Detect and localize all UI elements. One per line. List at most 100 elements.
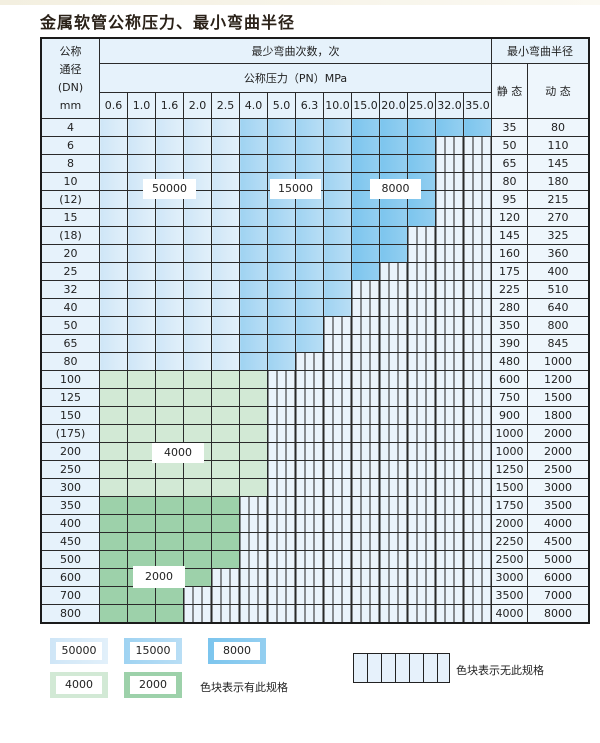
available-cell: [127, 388, 156, 407]
unavailable-cell: [379, 424, 408, 443]
unavailable-cell: [435, 460, 464, 479]
available-cell: [295, 208, 324, 227]
available-cell: [127, 208, 156, 227]
available-cell: [211, 298, 240, 317]
unavailable-cell: [351, 604, 380, 624]
page-title: 金属软管公称压力、最小弯曲半径: [40, 13, 296, 32]
available-cell: [155, 370, 184, 389]
unavailable-cell: [435, 352, 464, 371]
unavailable-cell: [407, 280, 436, 299]
available-cell: [127, 604, 156, 624]
available-cell: [211, 460, 240, 479]
available-cell: [211, 280, 240, 299]
unavailable-cell: [463, 208, 492, 227]
unavailable-cell: [267, 388, 296, 407]
available-cell: [99, 262, 128, 281]
dn-cell: 4: [40, 118, 100, 137]
available-cell: [239, 316, 268, 335]
static-radius-cell: 750: [491, 388, 528, 407]
available-cell: [127, 334, 156, 353]
unavailable-cell: [323, 406, 352, 425]
dn-cell: 300: [40, 478, 100, 497]
unavailable-cell: [435, 478, 464, 497]
available-cell: [211, 172, 240, 191]
unavailable-cell: [323, 424, 352, 443]
available-cell: [99, 280, 128, 299]
dynamic-radius-cell: 215: [527, 190, 590, 209]
unavailable-cell: [463, 190, 492, 209]
available-cell: [183, 316, 212, 335]
unavailable-cell: [435, 406, 464, 425]
pressure-col-header: 10.0: [323, 92, 352, 119]
dn-cell: 50: [40, 316, 100, 335]
available-cell: [155, 496, 184, 515]
available-cell: [211, 424, 240, 443]
table-row: 8 65 145: [40, 154, 590, 173]
unavailable-cell: [463, 262, 492, 281]
legend-exists-text: 色块表示有此规格: [200, 681, 288, 694]
unavailable-cell: [407, 388, 436, 407]
static-radius-cell: 175: [491, 262, 528, 281]
unavailable-cell: [379, 478, 408, 497]
available-cell: [239, 478, 268, 497]
unavailable-cell: [435, 226, 464, 245]
available-cell: [211, 496, 240, 515]
unavailable-cell: [379, 550, 408, 569]
static-radius-cell: 900: [491, 406, 528, 425]
unavailable-cell: [463, 514, 492, 533]
static-radius-cell: 3500: [491, 586, 528, 605]
available-cell: [99, 352, 128, 371]
unavailable-cell: [295, 514, 324, 533]
unavailable-cell: [351, 298, 380, 317]
unavailable-cell: [295, 586, 324, 605]
unavailable-cell: [435, 262, 464, 281]
unavailable-cell: [295, 424, 324, 443]
static-radius-cell: 160: [491, 244, 528, 263]
unavailable-cell: [295, 478, 324, 497]
unavailable-cell: [435, 280, 464, 299]
available-cell: [155, 532, 184, 551]
available-cell: [239, 118, 268, 137]
available-cell: [323, 208, 352, 227]
unavailable-cell: [351, 370, 380, 389]
available-cell: [211, 370, 240, 389]
available-cell: [99, 478, 128, 497]
unavailable-cell: [323, 460, 352, 479]
unavailable-cell: [267, 604, 296, 624]
table-row: 400 2000 4000: [40, 514, 590, 533]
available-cell: [99, 316, 128, 335]
static-radius-cell: 80: [491, 172, 528, 191]
available-cell: [155, 226, 184, 245]
available-cell: [99, 298, 128, 317]
available-cell: [155, 136, 184, 155]
unavailable-cell: [351, 406, 380, 425]
unavailable-cell: [351, 478, 380, 497]
unavailable-cell: [435, 496, 464, 515]
unavailable-cell: [295, 460, 324, 479]
available-cell: [267, 226, 296, 245]
available-cell: [127, 460, 156, 479]
available-cell: [183, 406, 212, 425]
dynamic-radius-cell: 400: [527, 262, 590, 281]
table-row: 200 1000 2000: [40, 442, 590, 461]
dn-cell: 80: [40, 352, 100, 371]
legend-15000: 15000: [124, 638, 182, 664]
available-cell: [155, 154, 184, 173]
unavailable-cell: [351, 550, 380, 569]
available-cell: [127, 478, 156, 497]
table-row: 80 480 1000: [40, 352, 590, 371]
legend-none-text: 色块表示无此规格: [456, 664, 544, 677]
static-radius-cell: 120: [491, 208, 528, 227]
available-cell: [99, 586, 128, 605]
dynamic-radius-cell: 1200: [527, 370, 590, 389]
available-cell: [323, 226, 352, 245]
dynamic-radius-cell: 2000: [527, 424, 590, 443]
available-cell: [295, 280, 324, 299]
dynamic-radius-cell: 5000: [527, 550, 590, 569]
unavailable-cell: [379, 532, 408, 551]
unavailable-cell: [435, 190, 464, 209]
unavailable-cell: [267, 460, 296, 479]
dynamic-radius-cell: 8000: [527, 604, 590, 624]
unavailable-cell: [323, 352, 352, 371]
unavailable-cell: [435, 568, 464, 587]
